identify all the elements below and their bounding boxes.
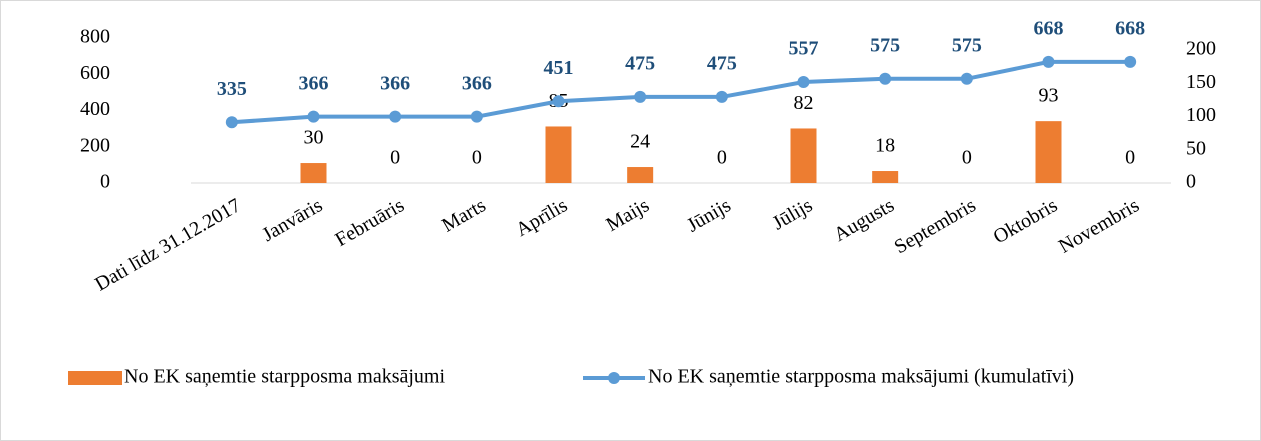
line-point bbox=[552, 95, 565, 108]
bar-value-label: 0 bbox=[962, 147, 972, 169]
line-point bbox=[307, 110, 320, 123]
bar-value-label: 0 bbox=[1125, 147, 1135, 169]
line bbox=[231, 59, 1131, 125]
y-tick-label: 200 bbox=[80, 134, 110, 156]
bar bbox=[1035, 121, 1062, 183]
line-value-label: 366 bbox=[299, 72, 329, 94]
y2-tick-label: 0 bbox=[1186, 171, 1196, 193]
line-value-label: 475 bbox=[625, 53, 655, 75]
line-point bbox=[634, 90, 647, 103]
line-point bbox=[1042, 55, 1055, 68]
line-value-label: 668 bbox=[1115, 18, 1145, 40]
y2-tick-label: 100 bbox=[1186, 104, 1216, 126]
line-point bbox=[225, 116, 238, 129]
line-point bbox=[960, 72, 973, 85]
legend-label: No EK saņemtie starpposma maksājumi (kum… bbox=[648, 366, 1074, 388]
legend-label: No EK saņemtie starpposma maksājumi bbox=[124, 366, 445, 388]
bar bbox=[790, 128, 817, 183]
line-value-label: 366 bbox=[380, 72, 410, 94]
bar bbox=[872, 171, 899, 183]
line-point bbox=[715, 90, 728, 103]
y-tick-label: 600 bbox=[80, 62, 110, 84]
line-value-label: 451 bbox=[544, 57, 574, 79]
line-value-label: 575 bbox=[952, 34, 982, 56]
line-point bbox=[797, 76, 810, 89]
legend-swatch bbox=[608, 372, 620, 384]
line-value-label: 366 bbox=[462, 72, 492, 94]
line-point bbox=[470, 110, 483, 123]
bar-value-label: 82 bbox=[794, 92, 814, 114]
bar-value-label: 30 bbox=[304, 127, 324, 149]
bar-value-label: 0 bbox=[717, 147, 727, 169]
legend-swatch bbox=[68, 371, 122, 385]
y-tick-label: 0 bbox=[100, 171, 110, 193]
y2-tick-label: 50 bbox=[1186, 137, 1206, 159]
line-value-label: 335 bbox=[217, 78, 247, 100]
y-tick-label: 800 bbox=[80, 26, 110, 48]
y-tick-label: 400 bbox=[80, 98, 110, 120]
bar bbox=[627, 167, 654, 183]
y2-tick-label: 150 bbox=[1186, 71, 1216, 93]
bar-value-label: 24 bbox=[630, 131, 650, 153]
bar-value-label: 0 bbox=[390, 147, 400, 169]
line-value-label: 575 bbox=[870, 34, 900, 56]
y2-tick-label: 200 bbox=[1186, 38, 1216, 60]
line-value-label: 557 bbox=[789, 38, 819, 60]
bar bbox=[300, 163, 327, 183]
line-value-label: 668 bbox=[1034, 18, 1064, 40]
line-value-label: 475 bbox=[707, 53, 737, 75]
bar-value-label: 0 bbox=[472, 147, 482, 169]
bar-value-label: 93 bbox=[1039, 85, 1059, 107]
bar bbox=[545, 126, 572, 183]
line-point bbox=[1124, 55, 1137, 68]
line-point bbox=[389, 110, 402, 123]
bar-value-label: 18 bbox=[875, 135, 895, 157]
line-point bbox=[879, 72, 892, 85]
